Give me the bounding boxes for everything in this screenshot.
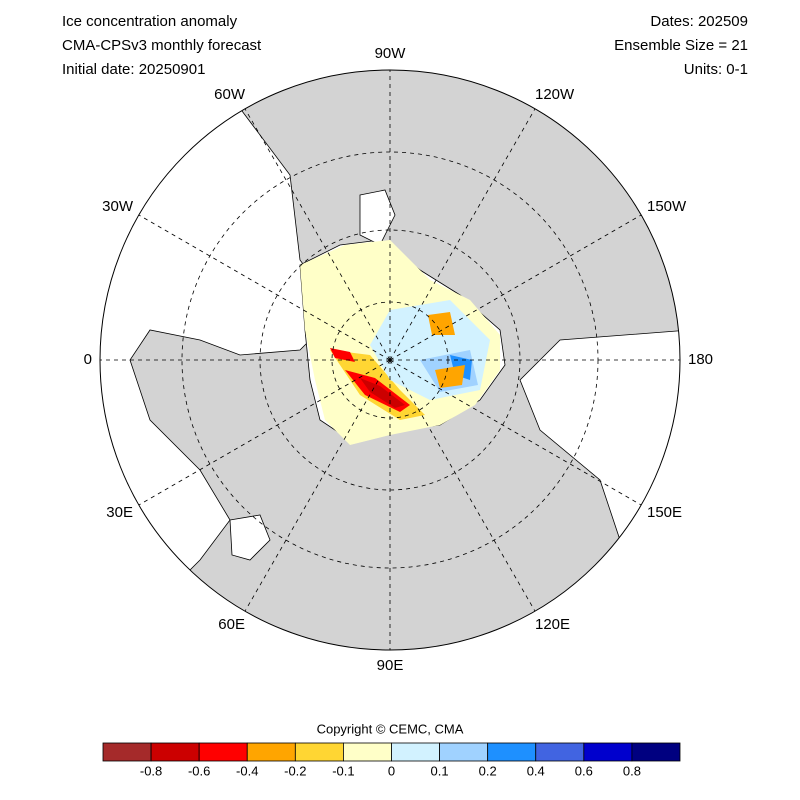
colorbar-box xyxy=(631,742,681,762)
colorbar-box xyxy=(535,742,585,762)
colorbar-label: 0.1 xyxy=(431,763,449,778)
meridian xyxy=(389,108,536,361)
colorbar-label: 0.4 xyxy=(527,763,545,778)
colorbar-box xyxy=(439,742,489,762)
longitude-label: 180 xyxy=(688,351,713,368)
colorbar-label: 0.6 xyxy=(575,763,593,778)
colorbar-label: -0.1 xyxy=(332,763,354,778)
colorbar: -0.8 -0.6 -0.4 -0.2 -0.1 0 0.1 0.2 0.4 0.6 0.8 xyxy=(102,742,681,778)
meridian xyxy=(389,359,536,612)
colorbar-label: -0.8 xyxy=(140,763,162,778)
colorbar-box xyxy=(150,742,200,762)
header-right-line: Ensemble Size = 21 xyxy=(614,37,748,54)
header-left-line: Initial date: 20250901 xyxy=(62,61,205,78)
colorbar-box xyxy=(487,742,537,762)
longitude-label: 30W xyxy=(102,198,134,215)
colorbar-box xyxy=(343,742,392,762)
ice-anomaly xyxy=(300,240,500,445)
copyright: Copyright © CEMC, CMA xyxy=(317,721,464,736)
header-left-line: Ice concentration anomaly xyxy=(62,13,238,30)
baltic-sea xyxy=(229,514,271,561)
longitude-label: 120E xyxy=(535,616,570,633)
longitude-label: 60W xyxy=(214,86,246,103)
meridian xyxy=(389,359,642,506)
longitude-label: 150W xyxy=(647,198,687,215)
meridian xyxy=(244,108,391,361)
colorbar-box xyxy=(294,742,344,762)
header-right-line: Dates: 202509 xyxy=(650,13,748,30)
colorbar-label: 0 xyxy=(388,763,395,778)
longitude-label: 120W xyxy=(535,86,575,103)
colorbar-label: 0.2 xyxy=(479,763,497,778)
longitude-labels: 0 30W 60W 90W 120W 150W 180 150E 120E 90E 60E 30E xyxy=(84,45,713,674)
longitude-label: 150E xyxy=(647,504,682,521)
longitude-label: 0 xyxy=(84,351,92,368)
colorbar-box xyxy=(102,742,152,762)
longitude-label: 90W xyxy=(375,45,407,62)
graticule xyxy=(100,70,680,650)
colorbar-label: -0.6 xyxy=(188,763,210,778)
colorbar-box xyxy=(583,742,633,762)
colorbar-box xyxy=(198,742,248,762)
longitude-label: 60E xyxy=(218,616,245,633)
meridian xyxy=(244,359,391,612)
colorbar-box xyxy=(391,742,440,762)
meridian xyxy=(138,359,391,506)
longitude-label: 30E xyxy=(106,504,133,521)
header-right-line: Units: 0-1 xyxy=(684,61,748,78)
meridian xyxy=(138,214,391,361)
meridian xyxy=(389,214,642,361)
colorbar-box xyxy=(246,742,296,762)
header: Ice concentration anomaly CMA-CPSv3 month… xyxy=(62,13,748,78)
colorbar-label: -0.4 xyxy=(236,763,258,778)
header-left-line: CMA-CPSv3 monthly forecast xyxy=(62,37,262,54)
map-border xyxy=(99,69,681,651)
map xyxy=(100,70,680,650)
colorbar-label: -0.2 xyxy=(284,763,306,778)
longitude-label: 90E xyxy=(377,657,404,674)
colorbar-label: 0.8 xyxy=(623,763,641,778)
